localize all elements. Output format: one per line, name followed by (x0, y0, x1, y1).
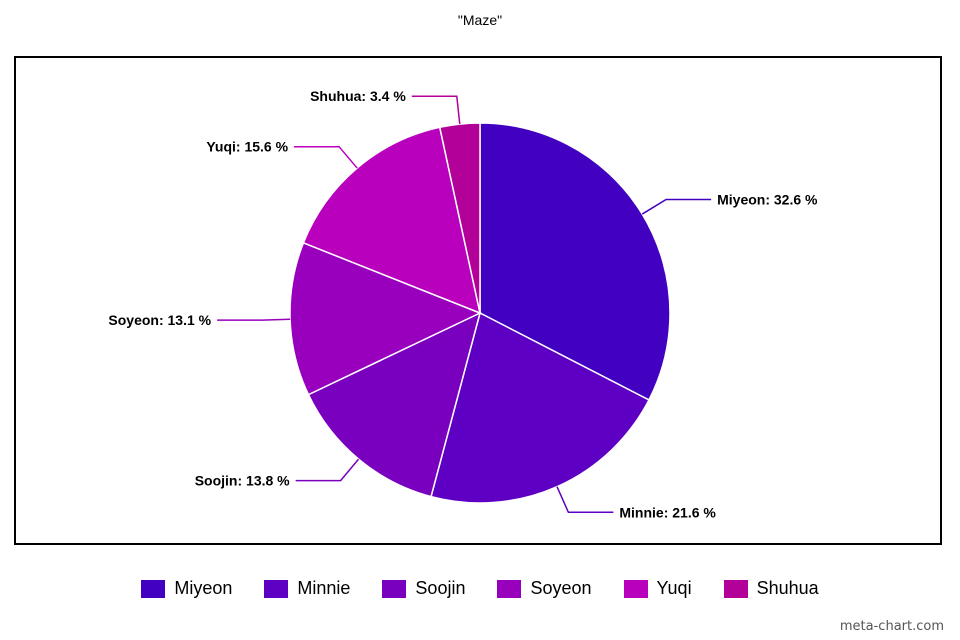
legend-swatch (264, 579, 289, 598)
legend-label: Minnie (297, 578, 351, 598)
legend-swatch (497, 579, 522, 598)
legend-item-miyeon: Miyeon (141, 578, 232, 599)
slice-label-yuqi: Yuqi: 15.6 % (206, 139, 288, 155)
legend-swatch (723, 579, 748, 598)
slice-label-soyeon: Soyeon: 13.1 % (108, 312, 211, 328)
leader-line-miyeon (641, 198, 712, 215)
pie-slice-minnie (430, 311, 650, 504)
legend-item-yuqi: Yuqi (623, 578, 692, 599)
legend-swatch (141, 579, 166, 598)
legend-item-minnie: Minnie (264, 578, 350, 599)
plot-frame (14, 56, 942, 545)
pie-slice-miyeon (479, 122, 671, 401)
slice-label-shuhua: Shuhua: 3.4 % (310, 88, 406, 104)
slice-label-minnie: Minnie: 21.6 % (619, 504, 716, 520)
legend-label: Yuqi (656, 578, 692, 598)
slice-label-soojin: Soojin: 13.8 % (195, 473, 290, 489)
legend-label: Soojin (415, 578, 466, 598)
leader-line-shuhua (411, 95, 461, 125)
legend-item-shuhua: Shuhua (723, 578, 819, 599)
leader-line-soyeon (217, 318, 291, 321)
legend-label: Shuhua (756, 578, 819, 598)
chart-title: "Maze" (457, 12, 503, 28)
pie-slice-soojin (307, 311, 482, 498)
legend-label: Soyeon (530, 578, 592, 598)
pie-slice-yuqi (302, 126, 482, 315)
legend-label: Miyeon (174, 578, 233, 598)
watermark: meta-chart.com (839, 619, 944, 634)
legend: Miyeon Minnie Soojin Soyeon Yuqi Shuhua (0, 578, 960, 599)
legend-swatch (623, 579, 648, 598)
leader-line-soojin (295, 458, 360, 482)
slice-label-miyeon: Miyeon: 32.6 % (717, 191, 818, 207)
legend-item-soyeon: Soyeon (497, 578, 592, 599)
leader-line-yuqi (294, 145, 358, 169)
leader-line-minnie (556, 486, 614, 514)
legend-swatch (382, 579, 407, 598)
pie-slice-soyeon (289, 241, 482, 396)
legend-item-soojin: Soojin (382, 578, 465, 599)
